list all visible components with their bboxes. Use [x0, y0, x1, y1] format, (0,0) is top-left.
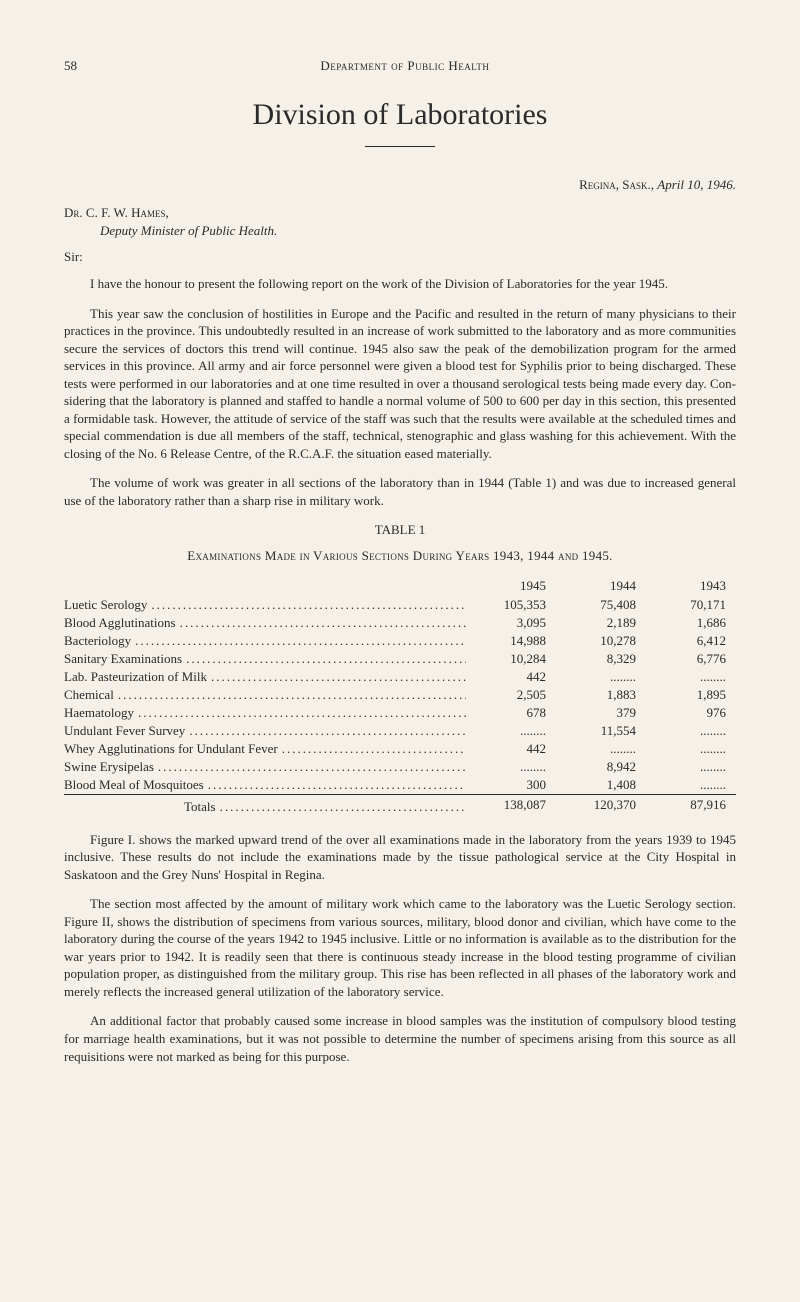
row-label: Chemical — [64, 686, 466, 704]
page-header: 58 Department of Public Health — [64, 58, 736, 74]
row-1943-blank: ........ — [646, 668, 736, 686]
date-line: Regina, Sask., April 10, 1946. — [64, 177, 736, 193]
table-row: Haematology 678 379 976 — [64, 704, 736, 722]
table-row: Chemical 2,505 1,883 1,895 — [64, 686, 736, 704]
row-1945: 442 — [466, 668, 556, 686]
table-row: Swine Erysipelas ........ 8,942 ........ — [64, 758, 736, 776]
row-1945: 442 — [466, 740, 556, 758]
row-1945: 3,095 — [466, 614, 556, 632]
row-label: Swine Erysipelas — [64, 758, 466, 776]
title-rule — [365, 146, 435, 147]
row-1943: 1,895 — [646, 686, 736, 704]
row-1945-blank: ........ — [466, 758, 556, 776]
row-1944: 11,554 — [556, 722, 646, 740]
row-1944: 8,942 — [556, 758, 646, 776]
row-1944: 1,883 — [556, 686, 646, 704]
row-1945-blank: ........ — [466, 722, 556, 740]
paragraph-2: This year saw the conclusion of hostilit… — [64, 305, 736, 463]
salutation: Sir: — [64, 249, 736, 265]
row-label: Haematology — [64, 704, 466, 722]
table-row: Bacteriology 14,988 10,278 6,412 — [64, 632, 736, 650]
table-row: Lab. Pasteurization of Milk 442 ........… — [64, 668, 736, 686]
department-header: Department of Public Health — [320, 58, 489, 74]
table-row: Luetic Serology 105,353 75,408 70,171 — [64, 596, 736, 614]
table-row: Sanitary Examinations 10,284 8,329 6,776 — [64, 650, 736, 668]
row-1944: 8,329 — [556, 650, 646, 668]
row-label: Blood Agglutinations — [64, 614, 466, 632]
row-1943: 976 — [646, 704, 736, 722]
date-value: April 10, 1946. — [657, 177, 736, 192]
row-1944-blank: ........ — [556, 740, 646, 758]
row-1944: 10,278 — [556, 632, 646, 650]
examinations-table: 1945 1944 1943 Luetic Serology 105,353 7… — [64, 576, 736, 815]
totals-1945: 138,087 — [466, 794, 556, 815]
row-1945: 10,284 — [466, 650, 556, 668]
row-1944: 2,189 — [556, 614, 646, 632]
row-1943: 6,776 — [646, 650, 736, 668]
row-1943-blank: ........ — [646, 722, 736, 740]
totals-1943: 87,916 — [646, 794, 736, 815]
row-label: Whey Agglutinations for Undulant Fever — [64, 740, 466, 758]
row-label: Lab. Pasteurization of Milk — [64, 668, 466, 686]
row-1944: 1,408 — [556, 776, 646, 795]
table-row: Undulant Fever Survey ........ 11,554 ..… — [64, 722, 736, 740]
row-label: Blood Meal of Mosquitoes — [64, 776, 466, 795]
row-1943: 1,686 — [646, 614, 736, 632]
date-location: Regina, Sask., — [579, 177, 654, 192]
row-label: Luetic Serology — [64, 596, 466, 614]
table-header-1944: 1944 — [556, 576, 646, 596]
table-header-blank — [64, 576, 466, 596]
row-1944: 75,408 — [556, 596, 646, 614]
row-1943: 70,171 — [646, 596, 736, 614]
table-header-1943: 1943 — [646, 576, 736, 596]
addressee-name: C. F. W. Hames, — [86, 205, 169, 220]
table-header-row: 1945 1944 1943 — [64, 576, 736, 596]
paragraph-5: The section most affected by the amount … — [64, 895, 736, 1000]
paragraph-3: The volume of work was greater in all se… — [64, 474, 736, 509]
paragraph-1: I have the honour to present the followi… — [64, 275, 736, 293]
table-subcaption: Examinations Made in Various Sections Du… — [64, 548, 736, 564]
table-header-1945: 1945 — [466, 576, 556, 596]
table-row: Blood Meal of Mosquitoes 300 1,408 .....… — [64, 776, 736, 795]
paragraph-6: An additional factor that probably cause… — [64, 1012, 736, 1065]
paragraph-4: Figure I. shows the marked upward trend … — [64, 831, 736, 884]
totals-1944: 120,370 — [556, 794, 646, 815]
row-1945: 2,505 — [466, 686, 556, 704]
row-1944-blank: ........ — [556, 668, 646, 686]
totals-label: Totals — [64, 794, 466, 815]
row-label: Undulant Fever Survey — [64, 722, 466, 740]
addressee-title: Deputy Minister of Public Health. — [100, 223, 736, 239]
table-body: Luetic Serology 105,353 75,408 70,171 Bl… — [64, 596, 736, 815]
totals-row: Totals 138,087 120,370 87,916 — [64, 794, 736, 815]
row-1944: 379 — [556, 704, 646, 722]
row-label: Sanitary Examinations — [64, 650, 466, 668]
addressee-prefix: Dr. — [64, 205, 83, 220]
addressee-line: Dr. C. F. W. Hames, — [64, 205, 736, 221]
row-1945: 14,988 — [466, 632, 556, 650]
row-1943-blank: ........ — [646, 740, 736, 758]
row-1945: 300 — [466, 776, 556, 795]
row-1945: 105,353 — [466, 596, 556, 614]
row-label: Bacteriology — [64, 632, 466, 650]
main-title: Division of Laboratories — [64, 98, 736, 132]
header-spacer — [733, 58, 736, 74]
row-1943: 6,412 — [646, 632, 736, 650]
row-1943-blank: ........ — [646, 776, 736, 795]
table-caption: TABLE 1 — [64, 522, 736, 538]
page-number: 58 — [64, 58, 77, 74]
table-row: Blood Agglutinations 3,095 2,189 1,686 — [64, 614, 736, 632]
row-1945: 678 — [466, 704, 556, 722]
table-row: Whey Agglutinations for Undulant Fever 4… — [64, 740, 736, 758]
row-1943-blank: ........ — [646, 758, 736, 776]
